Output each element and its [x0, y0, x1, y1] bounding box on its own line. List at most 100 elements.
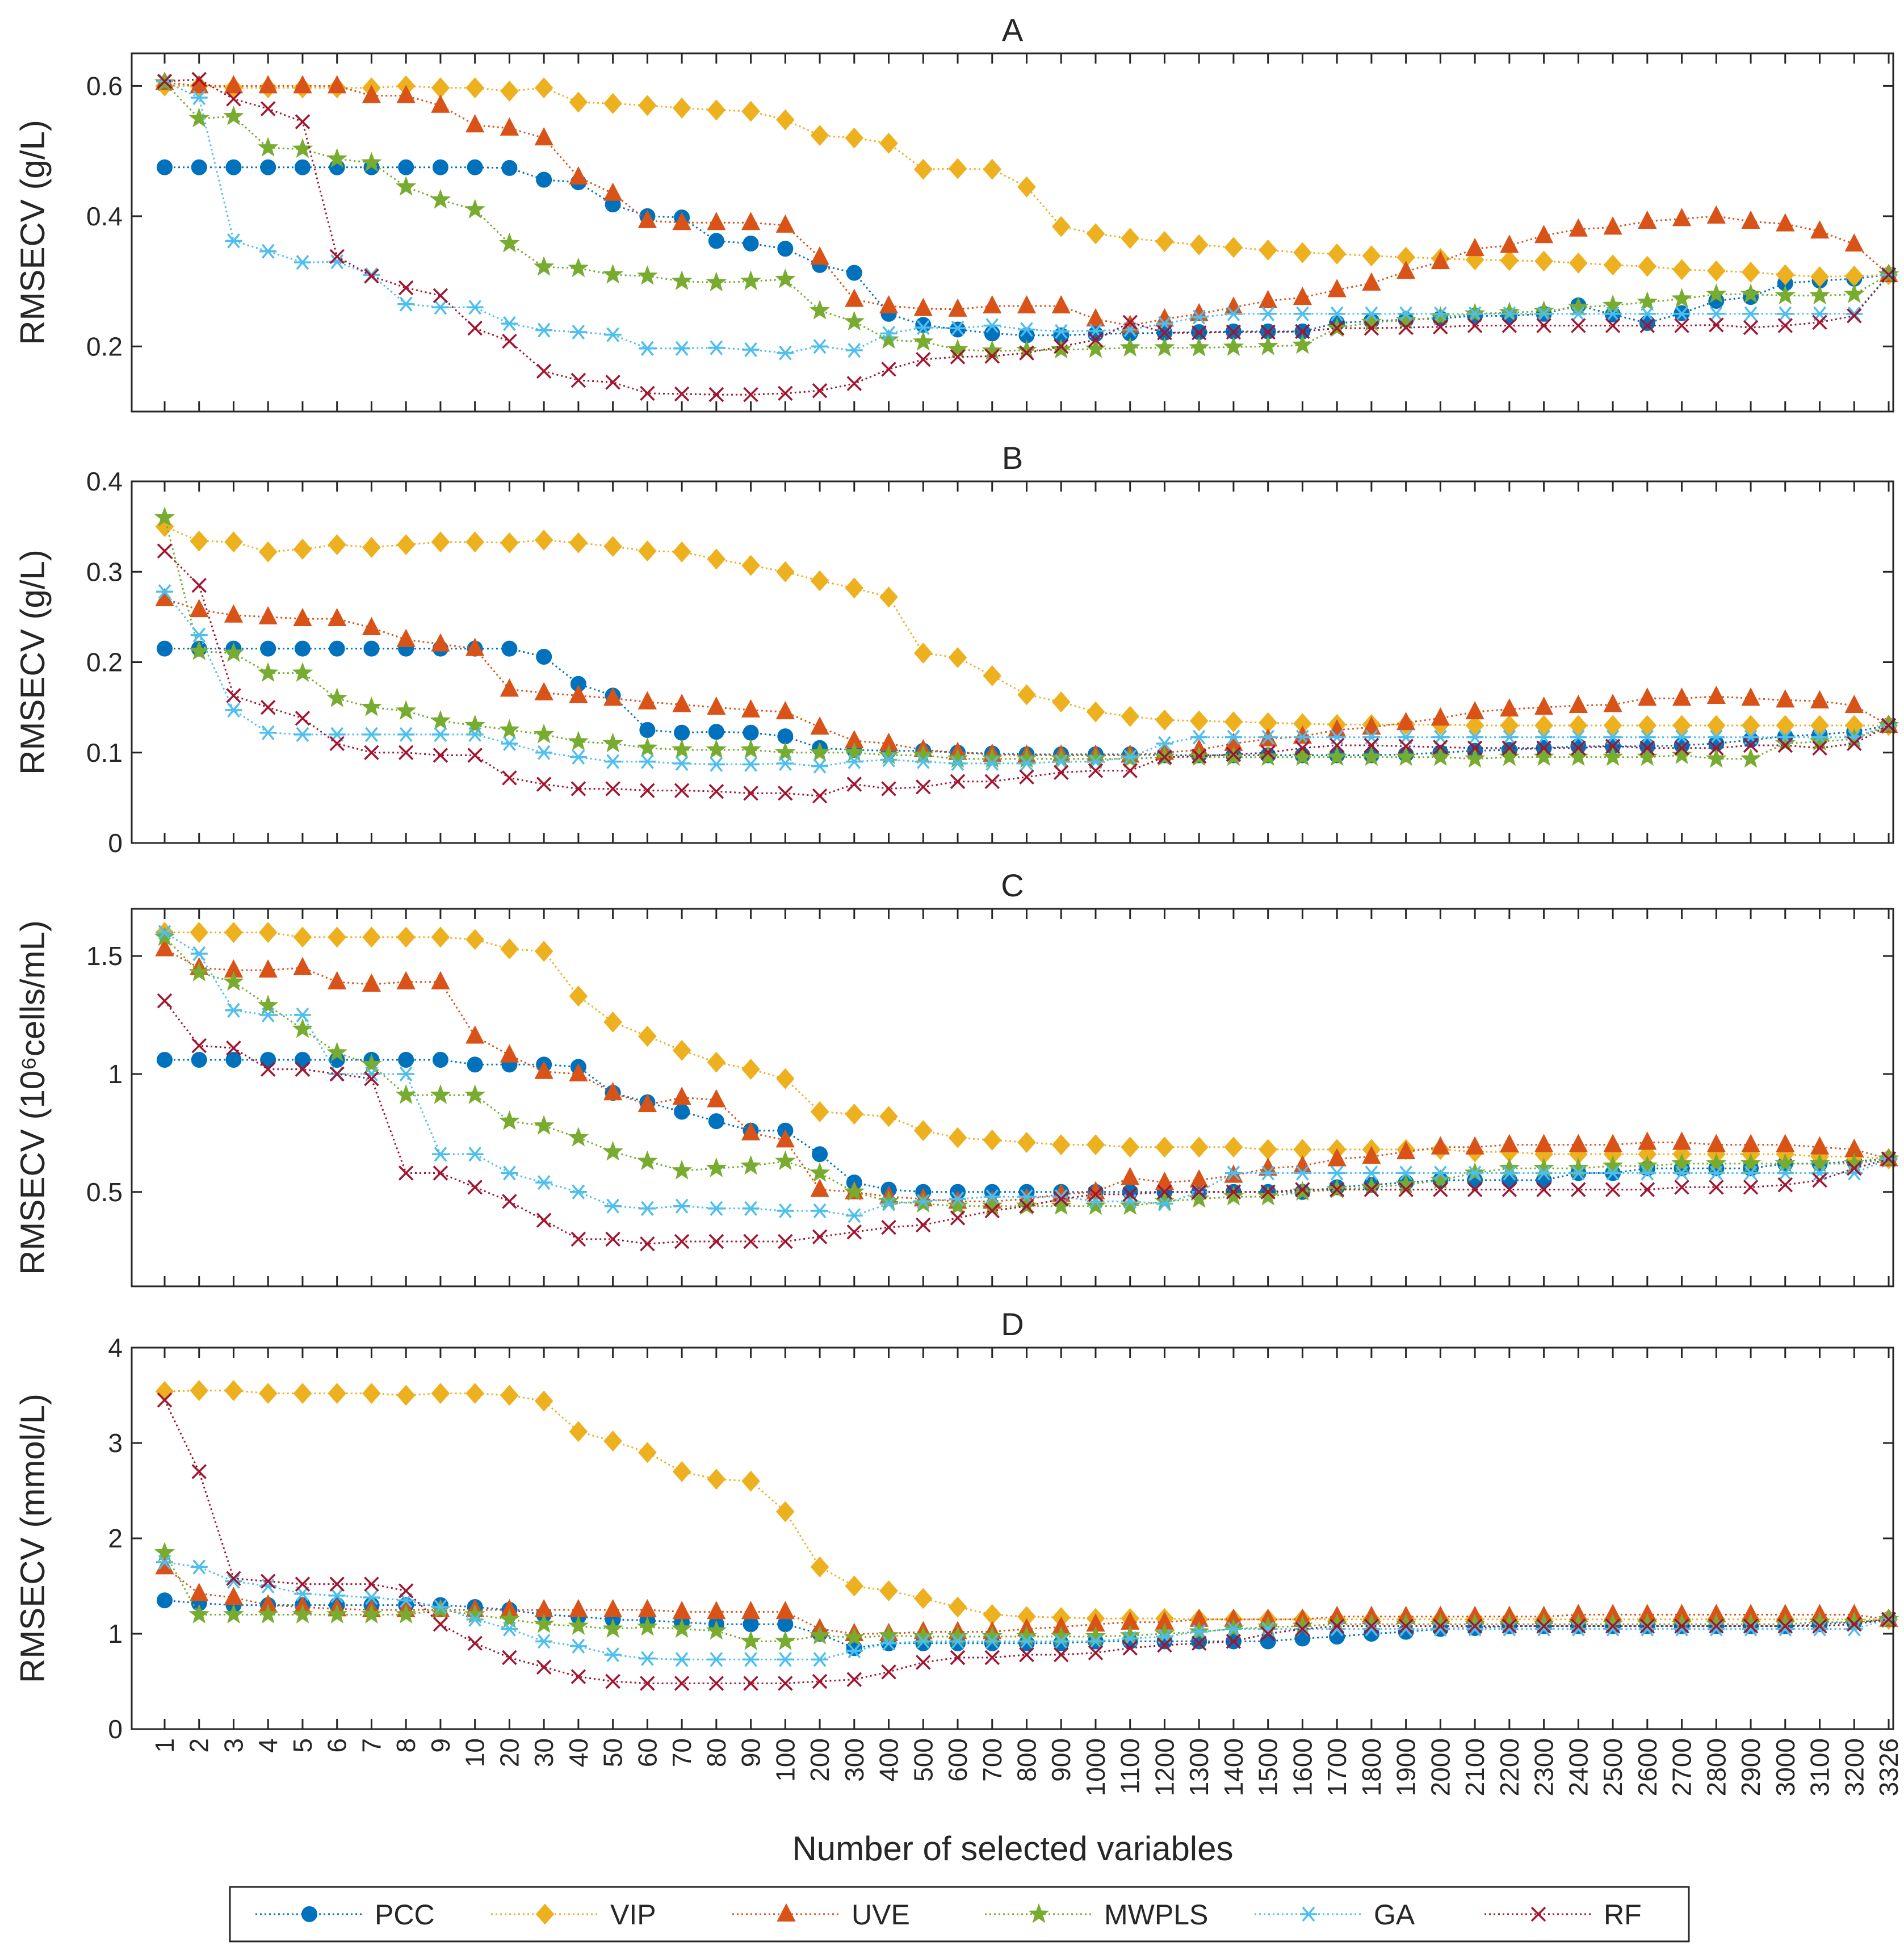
- data-point-ga: [1742, 306, 1760, 322]
- data-point-mwpls: [947, 338, 968, 359]
- data-point-rf: [536, 1213, 552, 1228]
- data-point-uve: [362, 616, 381, 635]
- data-point-ga: [707, 1201, 725, 1216]
- data-point-ga: [639, 754, 656, 769]
- series-line-ga: [164, 932, 1889, 1216]
- data-point-rf: [1571, 740, 1586, 756]
- data-point-uve: [328, 971, 347, 989]
- data-point-ga: [293, 1007, 311, 1023]
- data-point-rf: [1226, 746, 1242, 762]
- series-line-vip: [164, 1390, 1889, 1621]
- series-ga: [156, 584, 1897, 774]
- data-point-mwpls: [775, 1630, 796, 1650]
- data-point-mwpls: [1361, 746, 1382, 766]
- data-point-mwpls: [809, 1162, 831, 1182]
- data-point-uve: [1051, 295, 1071, 314]
- data-point-ga: [466, 1147, 484, 1162]
- data-point-vip: [500, 532, 519, 553]
- data-point-vip: [948, 158, 967, 179]
- data-point-mwpls: [809, 300, 831, 320]
- y-axis-label: RMSECV (mmol/L): [14, 1394, 52, 1683]
- data-point-mwpls: [671, 1618, 693, 1638]
- data-point-vip: [638, 95, 657, 116]
- data-point-pcc: [260, 159, 276, 175]
- data-point-mwpls: [775, 268, 796, 288]
- x-tick-label: 2100: [1460, 1738, 1490, 1796]
- data-point-pcc: [708, 233, 724, 249]
- data-point-ga: [363, 727, 380, 743]
- data-point-ga: [328, 1588, 346, 1603]
- data-point-uve: [1465, 238, 1484, 257]
- data-point-uve: [777, 1903, 796, 1922]
- data-point-mwpls: [326, 148, 347, 168]
- data-point-ga: [1087, 1634, 1104, 1649]
- data-point-vip: [948, 1127, 967, 1148]
- data-point-vip: [913, 1588, 933, 1609]
- data-point-uve: [1017, 295, 1037, 314]
- data-point-rf: [260, 699, 276, 715]
- data-point-uve: [431, 971, 450, 989]
- data-point-rf: [433, 1616, 448, 1632]
- data-point-vip: [500, 1385, 519, 1406]
- data-point-uve: [362, 973, 381, 992]
- data-point-rf: [916, 351, 931, 367]
- legend-entry-rf: RF: [1484, 1899, 1642, 1931]
- data-point-uve: [224, 1586, 244, 1605]
- data-point-ga: [535, 1634, 553, 1649]
- data-point-mwpls: [395, 700, 417, 720]
- data-point-uve: [1706, 685, 1726, 704]
- data-point-ga: [1570, 729, 1587, 745]
- y-axis-label: RMSECV (g/L): [14, 120, 52, 345]
- data-point-rf: [295, 710, 311, 726]
- data-point-vip: [741, 555, 760, 576]
- data-point-rf: [743, 1676, 758, 1691]
- data-point-rf: [157, 74, 173, 89]
- data-point-mwpls: [568, 257, 589, 278]
- data-point-ga: [707, 340, 725, 355]
- data-point-vip: [1638, 715, 1657, 736]
- data-point-rf: [950, 774, 966, 789]
- data-point-pcc: [1639, 314, 1655, 331]
- data-point-rf: [571, 781, 586, 796]
- data-point-mwpls: [499, 719, 520, 739]
- data-point-ga: [328, 727, 346, 743]
- data-point-mwpls: [154, 506, 175, 527]
- data-point-ga: [811, 1203, 829, 1219]
- data-point-rf: [157, 1392, 173, 1408]
- data-point-ga: [1397, 306, 1415, 322]
- data-point-ga: [777, 1203, 794, 1219]
- data-point-uve: [569, 1063, 588, 1081]
- data-point-ga: [1432, 729, 1449, 745]
- data-point-rf: [708, 1676, 724, 1691]
- data-point-pcc: [708, 1113, 724, 1130]
- data-point-uve: [293, 607, 312, 627]
- x-tick-label: 80: [702, 1738, 731, 1767]
- data-point-mwpls: [637, 737, 658, 757]
- data-point-vip: [879, 132, 898, 154]
- y-tick-label: 0.2: [86, 332, 123, 361]
- data-point-ga: [983, 756, 1001, 771]
- data-point-mwpls: [1395, 309, 1416, 329]
- data-point-mwpls: [395, 1604, 417, 1624]
- data-point-uve: [569, 1599, 588, 1617]
- data-point-rf: [226, 1571, 241, 1586]
- data-point-vip: [396, 534, 416, 555]
- data-point-uve: [1465, 1136, 1484, 1155]
- data-point-pcc: [329, 640, 345, 657]
- data-point-rf: [743, 786, 758, 801]
- data-point-mwpls: [464, 714, 485, 735]
- data-point-vip: [775, 561, 795, 582]
- data-point-vip: [603, 536, 622, 557]
- data-point-mwpls: [361, 1604, 382, 1624]
- data-point-mwpls: [188, 107, 209, 128]
- data-point-ga: [431, 1147, 449, 1162]
- data-point-ga: [1673, 1621, 1691, 1637]
- plot-frame: [131, 480, 1894, 844]
- data-point-rf: [1054, 339, 1069, 354]
- data-point-uve: [1569, 218, 1588, 237]
- data-point-vip: [569, 91, 588, 113]
- data-point-rf: [1639, 318, 1655, 333]
- data-point-rf: [1605, 1618, 1621, 1634]
- x-tick-label: 100: [770, 1738, 800, 1782]
